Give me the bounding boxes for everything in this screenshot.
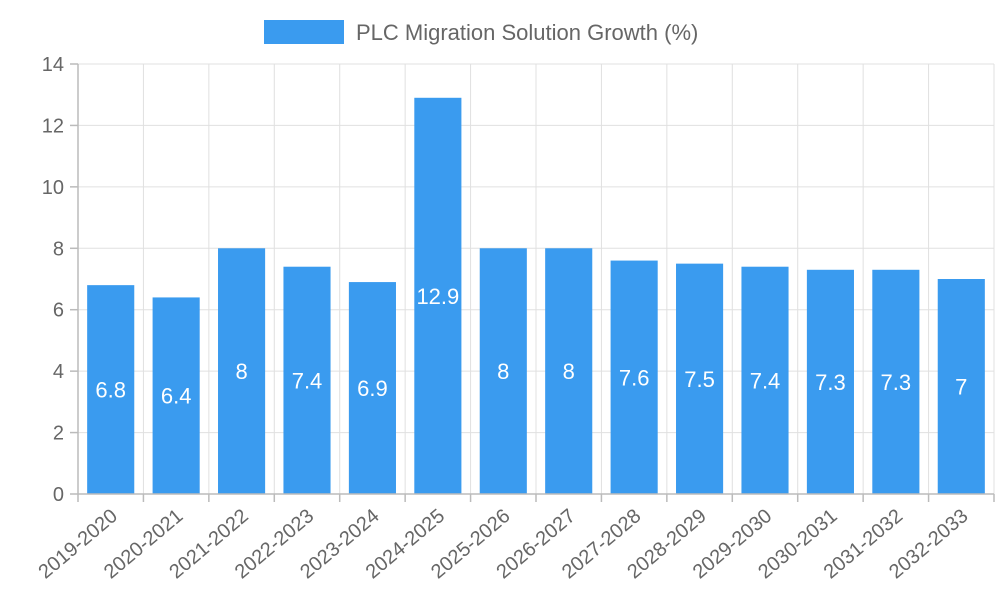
legend-label: PLC Migration Solution Growth (%) — [356, 20, 698, 45]
gridlines — [77, 63, 995, 495]
y-tick-label: 12 — [42, 115, 64, 137]
y-tick-label: 6 — [53, 300, 64, 322]
bar-value-label: 7.5 — [684, 367, 715, 392]
bar[interactable] — [87, 285, 135, 494]
bar[interactable] — [218, 248, 266, 494]
bar-value-label: 7.6 — [619, 365, 650, 390]
bar[interactable] — [806, 269, 854, 494]
y-tick-label: 8 — [53, 238, 64, 260]
bar[interactable] — [610, 260, 658, 494]
bar-value-label: 7.4 — [292, 368, 323, 393]
bar[interactable] — [414, 97, 462, 495]
y-tick-label: 14 — [42, 54, 64, 76]
bar-value-label: 6.9 — [357, 376, 388, 401]
bar[interactable] — [872, 269, 920, 494]
bar-value-label: 8 — [235, 359, 247, 384]
bar[interactable] — [545, 248, 593, 494]
legend[interactable]: PLC Migration Solution Growth (%) — [264, 20, 698, 45]
bar[interactable] — [937, 279, 985, 494]
bar[interactable] — [479, 248, 527, 494]
bar-value-label: 7 — [955, 375, 967, 400]
bar[interactable] — [741, 266, 789, 494]
bar-value-label: 7.3 — [815, 370, 846, 395]
bar[interactable] — [348, 282, 396, 494]
legend-swatch — [264, 20, 344, 44]
bar[interactable] — [152, 297, 200, 494]
bar[interactable] — [676, 263, 724, 494]
bar-value-label: 6.4 — [161, 384, 192, 409]
bar-value-label: 8 — [497, 359, 509, 384]
y-tick-label: 4 — [53, 361, 64, 383]
bar-value-label: 7.3 — [881, 370, 912, 395]
bar-value-label: 7.4 — [750, 368, 781, 393]
bar-value-label: 8 — [563, 359, 575, 384]
bar[interactable] — [283, 266, 331, 494]
bar-value-label: 12.9 — [416, 284, 459, 309]
y-tick-label: 2 — [53, 423, 64, 445]
y-tick-label: 10 — [42, 177, 64, 199]
bars: 6.8 6.4 8 7.4 6.9 12.9 8 8 7.6 7.5 7.4 7.3 7.3 7 — [87, 97, 985, 495]
y-tick-label: 0 — [53, 484, 64, 506]
bar-value-label: 6.8 — [95, 378, 126, 403]
